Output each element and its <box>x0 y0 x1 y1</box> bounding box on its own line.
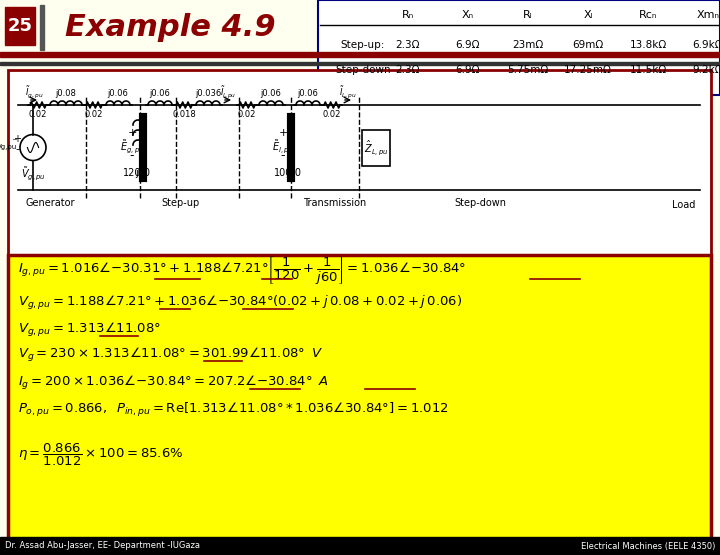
Text: 0.02: 0.02 <box>323 110 341 119</box>
Text: $\tilde{E}_{g,pu}$: $\tilde{E}_{g,pu}$ <box>120 139 144 156</box>
Bar <box>8 255 711 540</box>
Text: Xₙ: Xₙ <box>462 10 474 20</box>
Text: $\tilde{E}_{l,pu}$: $\tilde{E}_{l,pu}$ <box>272 139 294 156</box>
Text: ~
Vg,pu: ~ Vg,pu <box>0 138 17 150</box>
Bar <box>0 62 720 65</box>
Text: 0.02: 0.02 <box>29 110 48 119</box>
Text: Transmission: Transmission <box>303 198 366 208</box>
Text: Xₗ: Xₗ <box>583 10 593 20</box>
Text: $\eta = \dfrac{0.866}{1.012} \times 100 = 85.6\%$: $\eta = \dfrac{0.866}{1.012} \times 100 … <box>18 442 184 468</box>
Text: 13.8kΩ: 13.8kΩ <box>629 40 667 50</box>
Bar <box>362 129 390 165</box>
Text: j0.06: j0.06 <box>261 89 282 98</box>
Text: Load: Load <box>672 200 695 210</box>
Circle shape <box>20 134 46 160</box>
Text: $I_g = 200 \times 1.036\angle{-30.84°} = 207.2\angle{-30.84°} \;\; A$: $I_g = 200 \times 1.036\angle{-30.84°} =… <box>18 374 329 392</box>
Text: +: + <box>127 128 137 138</box>
Text: Rcₙ: Rcₙ <box>639 10 657 20</box>
Text: Dr. Assad Abu-Jasser, EE- Department -IUGaza: Dr. Assad Abu-Jasser, EE- Department -IU… <box>5 542 200 551</box>
Text: 11.5kΩ: 11.5kΩ <box>629 65 667 75</box>
Text: $V_{g,pu} = 1.313\angle{11.08°}$: $V_{g,pu} = 1.313\angle{11.08°}$ <box>18 321 161 339</box>
Text: 2.3Ω: 2.3Ω <box>396 65 420 75</box>
Text: Step-up: Step-up <box>161 198 199 208</box>
Text: $\hat{Z}_{L,pu}$: $\hat{Z}_{L,pu}$ <box>364 138 388 157</box>
Bar <box>0 537 720 555</box>
Text: 6.9Ω: 6.9Ω <box>456 65 480 75</box>
Text: j0.08: j0.08 <box>55 89 76 98</box>
Text: Rₗ: Rₗ <box>523 10 533 20</box>
Text: 17.25mΩ: 17.25mΩ <box>564 65 612 75</box>
Text: j0.06: j0.06 <box>107 89 128 98</box>
Bar <box>8 70 711 255</box>
Text: +: + <box>13 134 21 144</box>
Text: 6.9kΩ: 6.9kΩ <box>693 40 720 50</box>
Text: 5.75mΩ: 5.75mΩ <box>508 65 549 75</box>
Text: $P_{o,pu} = 0.866, \;\; P_{in,pu} = \mathrm{Re}\left[1.313\angle{11.08°} * 1.036: $P_{o,pu} = 0.866, \;\; P_{in,pu} = \mat… <box>18 401 449 419</box>
Text: $V_g = 230 \times 1.313\angle{11.08°} = 301.99\angle{11.08°} \;\; V$: $V_g = 230 \times 1.313\angle{11.08°} = … <box>18 346 323 364</box>
Text: Electrical Machines (EELE 4350): Electrical Machines (EELE 4350) <box>580 542 715 551</box>
Text: $\tilde{I}_{L,pu}$: $\tilde{I}_{L,pu}$ <box>339 85 357 100</box>
Text: 0.02: 0.02 <box>85 110 103 119</box>
Text: Xmₙ: Xmₙ <box>696 10 719 20</box>
Text: 100: 100 <box>274 168 292 178</box>
Text: 6.9Ω: 6.9Ω <box>456 40 480 50</box>
Text: Step-down: Step-down <box>454 198 506 208</box>
Text: 2.3Ω: 2.3Ω <box>396 40 420 50</box>
Text: 0.02: 0.02 <box>238 110 256 119</box>
Text: Generator: Generator <box>25 198 75 208</box>
Text: Step-up:: Step-up: <box>341 40 385 50</box>
Bar <box>5 7 35 45</box>
Bar <box>318 0 720 95</box>
Text: Rₙ: Rₙ <box>402 10 414 20</box>
Text: $\tilde{I}_{g,pu}$: $\tilde{I}_{g,pu}$ <box>24 85 43 100</box>
Text: 23mΩ: 23mΩ <box>513 40 544 50</box>
Bar <box>40 5 44 50</box>
Text: j0.06: j0.06 <box>297 89 318 98</box>
Text: -: - <box>130 149 134 163</box>
Text: 120: 120 <box>122 168 141 178</box>
Text: 9.2kΩ: 9.2kΩ <box>693 65 720 75</box>
Text: -: - <box>15 144 19 154</box>
Text: j0.06: j0.06 <box>150 89 171 98</box>
Text: j0.036: j0.036 <box>195 89 221 98</box>
Text: -: - <box>281 149 285 163</box>
Text: Step-down: Step-down <box>336 65 391 75</box>
Text: $V_{g,pu} = 1.188\angle{7.21°} + 1.036\angle{-30.84°}(0.02 + j\,0.08 + 0.02 + j\: $V_{g,pu} = 1.188\angle{7.21°} + 1.036\a… <box>18 294 462 312</box>
Text: 0.018: 0.018 <box>172 110 196 119</box>
Text: $I_{g,pu} = 1.016\angle{-30.31°} + 1.188\angle{7.21°}\left[\dfrac{1}{120} + \dfr: $I_{g,pu} = 1.016\angle{-30.31°} + 1.188… <box>18 254 467 286</box>
Text: 25: 25 <box>7 17 32 35</box>
Text: $\tilde{V}_{g,pu}$: $\tilde{V}_{g,pu}$ <box>21 165 45 183</box>
Text: j80: j80 <box>287 168 302 178</box>
Text: $\tilde{I}_{l,pu}$: $\tilde{I}_{l,pu}$ <box>220 85 236 100</box>
Text: Example 4.9: Example 4.9 <box>65 13 275 42</box>
Bar <box>0 52 720 57</box>
Text: +: + <box>279 128 288 138</box>
Text: 69mΩ: 69mΩ <box>572 40 603 50</box>
Text: j60: j60 <box>135 168 150 178</box>
